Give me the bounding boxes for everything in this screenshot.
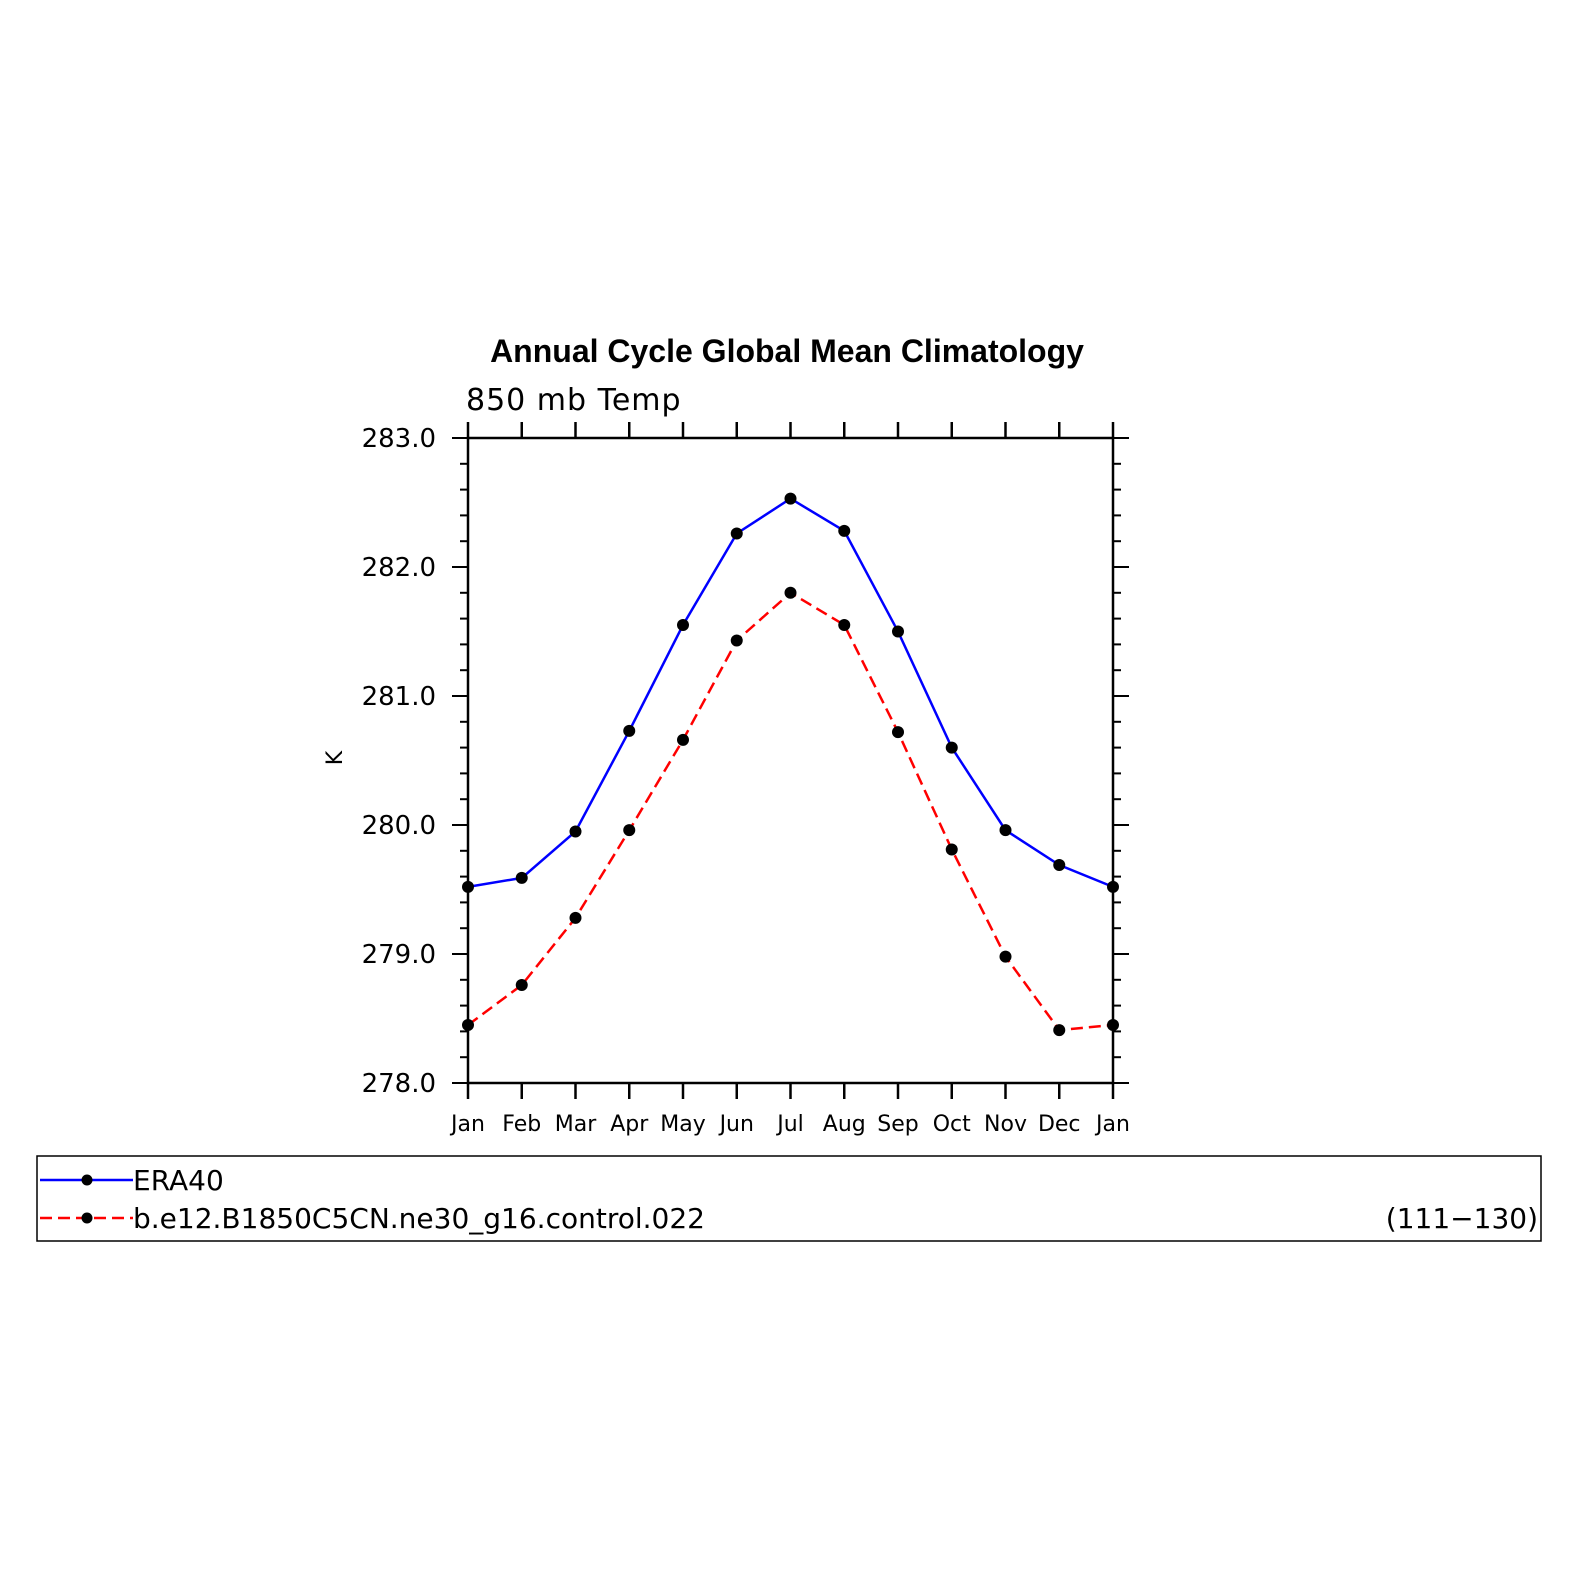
series-1-point <box>569 911 582 924</box>
x-tick-label: Apr <box>610 1112 649 1137</box>
series-1-point <box>999 950 1012 963</box>
series-1-point <box>677 733 689 746</box>
chart-title: Annual Cycle Global Mean Climatology <box>490 333 1084 369</box>
x-tick-label: May <box>660 1112 705 1137</box>
legend-marker-era40 <box>81 1174 93 1186</box>
legend-marker-model <box>81 1212 93 1224</box>
plot-frame <box>466 436 1115 1085</box>
plot-axes: Jan Feb Mar Apr May Jun Jul Aug Sep Oct Nov Dec Jan 2… <box>362 422 1130 1137</box>
series-1-point <box>462 1018 474 1031</box>
series-0-point <box>838 524 851 537</box>
y-tick-label: 283.0 <box>362 424 436 454</box>
legend-year-range: (111−130) <box>1386 1202 1538 1235</box>
series-1-point <box>1053 1024 1066 1037</box>
y-tick-label: 278.0 <box>362 1069 436 1099</box>
series-1-point <box>945 843 958 856</box>
series-1-point <box>515 978 528 991</box>
series-0-point <box>730 527 743 540</box>
series-1-point <box>1107 1018 1119 1031</box>
series-0-point <box>515 871 528 884</box>
x-tick-label: Jul <box>775 1112 804 1137</box>
series-1-point <box>838 619 851 632</box>
series-0-point <box>1053 858 1066 871</box>
series-1-point <box>784 586 797 599</box>
x-tick-label: Jan <box>449 1112 485 1137</box>
series-0-point <box>892 625 904 638</box>
x-tick-label: Oct <box>933 1112 971 1137</box>
series-1-point <box>892 726 904 739</box>
legend-label-model: b.e12.B1850C5CN.ne30_g16.control.022 <box>133 1202 705 1235</box>
series-0-point <box>784 492 797 505</box>
legend-label-era40: ERA40 <box>133 1164 224 1197</box>
series-1-point <box>623 824 636 837</box>
legend: ERA40 b.e12.B1850C5CN.ne30_g16.control.0… <box>36 1155 1542 1242</box>
series-1-point <box>730 634 743 647</box>
series-line-0 <box>467 497 1114 889</box>
y-axis-label: K <box>323 750 348 765</box>
x-tick-label: Aug <box>823 1112 866 1137</box>
series-layer <box>462 492 1119 1037</box>
legend-frame <box>36 1155 1542 1242</box>
y-tick-label: 279.0 <box>362 940 436 970</box>
series-0-point <box>569 825 582 838</box>
series-0-point <box>1107 880 1119 893</box>
y-tick-label: 280.0 <box>362 811 436 841</box>
x-tick-label: Nov <box>984 1112 1027 1137</box>
y-tick-label: 281.0 <box>362 682 436 712</box>
x-tick-label: Mar <box>555 1112 597 1137</box>
x-tick-label: Dec <box>1038 1112 1081 1137</box>
series-0-point <box>623 724 636 737</box>
y-tick-label: 282.0 <box>362 553 436 583</box>
series-0-point <box>945 741 958 754</box>
chart-subtitle: 850 mb Temp <box>466 383 682 418</box>
x-tick-label: Jun <box>718 1112 754 1137</box>
series-0-point <box>462 880 474 893</box>
x-tick-label: Sep <box>877 1112 918 1137</box>
series-0-point <box>677 619 689 632</box>
x-tick-label: Feb <box>502 1112 541 1137</box>
series-line-1 <box>467 591 1114 1032</box>
series-0-point <box>999 824 1012 837</box>
x-tick-label: Jan <box>1094 1112 1130 1137</box>
